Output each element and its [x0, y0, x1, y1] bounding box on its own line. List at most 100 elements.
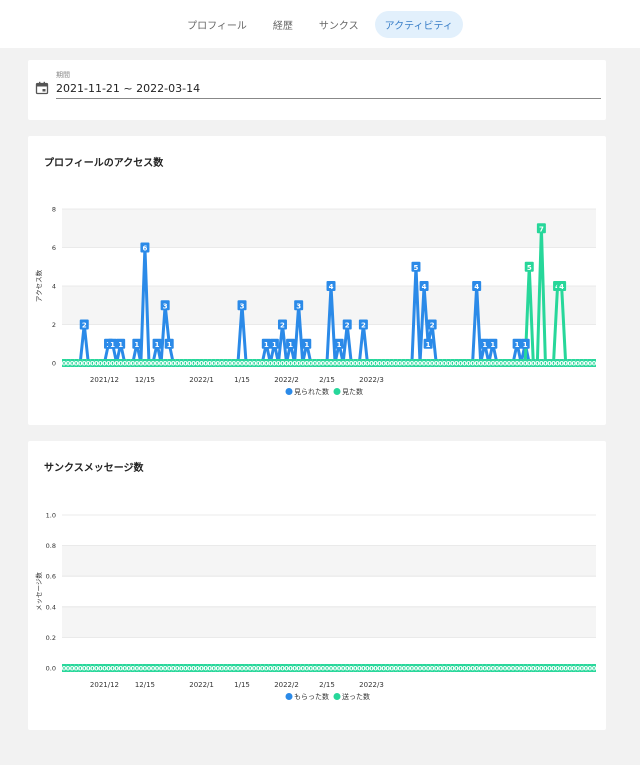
zero-label: 0 [131, 665, 136, 673]
zero-label-box [142, 359, 147, 367]
zero-label-box [567, 359, 572, 367]
zero-label-box [337, 359, 342, 367]
data-label: 4 [559, 283, 564, 291]
zero-label: 0 [66, 665, 71, 673]
zero-label: 0 [183, 360, 188, 368]
zero-label-box [486, 359, 491, 367]
zero-label-box [308, 359, 313, 367]
zero-label: 0 [313, 665, 318, 673]
zero-label-box [555, 359, 560, 367]
data-label-box [520, 338, 530, 349]
zero-label: 0 [527, 665, 532, 673]
zero-label: 0 [410, 665, 415, 673]
zero-label: 0 [195, 360, 200, 368]
zero-label-box [458, 359, 463, 367]
zero-label-box [583, 359, 588, 367]
zero-label-box [159, 664, 164, 672]
zero-label-box [191, 664, 196, 672]
zero-label-box [66, 359, 71, 367]
zero-label-box [191, 359, 196, 367]
data-label-box [411, 261, 421, 272]
zero-label-box [207, 359, 212, 367]
zero-label-box [413, 359, 418, 367]
zero-label: 0 [551, 665, 556, 673]
zero-label-box [256, 359, 261, 367]
zero-label: 0 [592, 665, 597, 673]
zero-label: 0 [114, 665, 119, 673]
zero-label: 0 [381, 360, 386, 368]
zero-label: 0 [487, 360, 492, 368]
zero-label-box [244, 664, 249, 672]
x-tick-label: 2021/12 [90, 376, 119, 384]
zero-label-box [547, 359, 552, 367]
zero-label-box [98, 664, 103, 672]
legend-item: 送った数 [342, 692, 370, 701]
tab-career[interactable]: 経歴 [272, 20, 293, 32]
zero-label: 0 [361, 360, 366, 368]
zero-label: 0 [195, 665, 200, 673]
zero-label: 0 [313, 360, 318, 368]
zero-label-box [393, 359, 398, 367]
zero-label: 0 [551, 360, 556, 368]
zero-label: 0 [82, 360, 87, 368]
zero-label: 0 [268, 360, 273, 368]
zero-label: 0 [139, 665, 144, 673]
zero-label: 0 [272, 360, 277, 368]
data-label: 2 [430, 322, 435, 330]
zero-label: 0 [207, 665, 212, 673]
zero-label-box [300, 359, 305, 367]
zero-label: 0 [454, 665, 459, 673]
zero-label-box [397, 359, 402, 367]
zero-label: 0 [357, 665, 362, 673]
zero-label-box [118, 664, 123, 672]
zero-label-box [248, 664, 253, 672]
zero-label: 0 [203, 360, 208, 368]
zero-label-box [377, 359, 382, 367]
data-label: 3 [240, 302, 245, 310]
x-tick-label: 1/15 [234, 681, 250, 689]
thanks-chart-card: サンクスメッセージ数 0.0 0.2 0.4 0.6 0.8 1.0 メッセージ数 0 0 0 0 0… [28, 441, 606, 730]
y-axis-label: アクセス数 [34, 269, 43, 302]
zero-label: 0 [523, 360, 528, 368]
zero-label: 0 [543, 665, 548, 673]
zero-label: 0 [377, 360, 382, 368]
zero-label: 0 [260, 665, 265, 673]
period-input[interactable]: 2021-11-21 ~ 2022-03-14 [56, 82, 201, 95]
calendar-icon[interactable] [35, 81, 49, 95]
zero-label: 0 [211, 360, 216, 368]
zero-label-box [163, 664, 168, 672]
zero-label: 0 [62, 360, 67, 368]
y-axis-label: メッセージ数 [34, 572, 43, 611]
zero-label: 0 [430, 665, 435, 673]
zero-label: 0 [135, 360, 140, 368]
zero-label-box [195, 359, 200, 367]
zero-label-box [268, 664, 273, 672]
zero-label: 0 [478, 665, 483, 673]
zero-label: 0 [402, 665, 407, 673]
tab-activity[interactable]: アクティビティ [374, 10, 463, 38]
zero-label: 0 [110, 360, 115, 368]
zero-label: 0 [333, 360, 338, 368]
zero-label: 0 [304, 360, 309, 368]
zero-label-box [138, 359, 143, 367]
x-tick-label: 2022/1 [189, 681, 214, 689]
zero-label-box [110, 359, 115, 367]
zero-label-box [353, 664, 358, 672]
data-label: 1 [272, 341, 277, 349]
zero-label-box [591, 664, 596, 672]
zero-label-box [442, 359, 447, 367]
zero-label: 0 [179, 360, 184, 368]
tab-thanks[interactable]: サンクス [318, 20, 359, 32]
zero-label: 0 [187, 665, 192, 673]
zero-label: 0 [515, 665, 520, 673]
zero-label-box [292, 664, 297, 672]
zero-label: 0 [499, 360, 504, 368]
tab-profile[interactable]: プロフィール [187, 20, 247, 32]
zero-label: 0 [78, 665, 83, 673]
zero-label: 0 [175, 360, 180, 368]
zero-label-box [422, 359, 427, 367]
zero-label: 0 [74, 665, 79, 673]
zero-label: 0 [329, 360, 334, 368]
zero-label-box [62, 664, 67, 672]
zero-label-box [587, 664, 592, 672]
